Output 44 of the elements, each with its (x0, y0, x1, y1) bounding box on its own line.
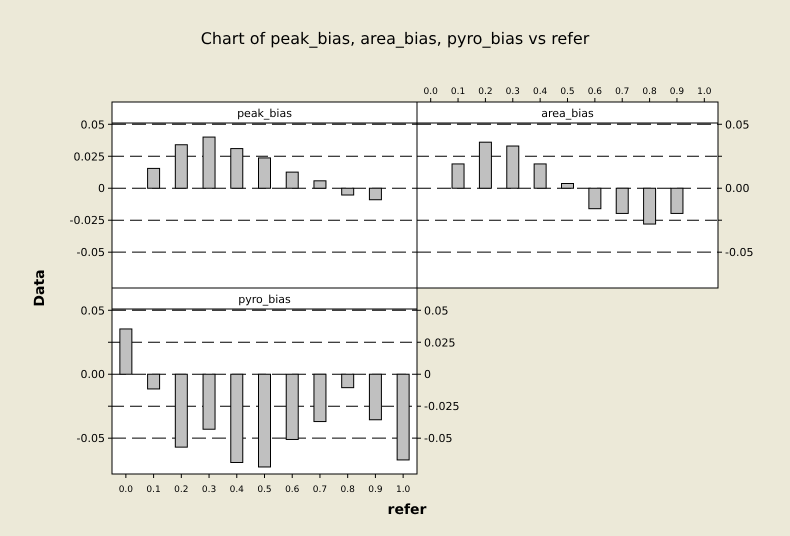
y-axis-title: Data (32, 269, 48, 307)
chart-title: Chart of peak_bias, area_bias, pyro_bias vs refer (200, 29, 590, 48)
y-tick-label: 0.05 (725, 118, 750, 132)
y-tick-label: 0.05 (80, 304, 105, 318)
x-tick-label: 0.5 (560, 87, 575, 97)
y-tick-label: -0.05 (725, 246, 754, 260)
y2-tick-label: -0.025 (424, 400, 460, 414)
x-tick-label: 1.0 (697, 87, 712, 97)
x-tick-label: 0.4 (230, 485, 244, 495)
y-tick-label: 0.05 (80, 118, 105, 132)
x-tick-label: 0.0 (424, 87, 438, 97)
x-tick-label: 0.9 (368, 485, 383, 495)
y2-tick-label: 0.05 (424, 304, 448, 318)
x-tick-label: 0.6 (588, 87, 602, 97)
y2-tick-label: 0 (424, 368, 431, 382)
x-tick-label: 0.8 (642, 87, 658, 97)
x-tick-label: 0.5 (257, 485, 272, 495)
x-tick-label: 0.3 (202, 485, 216, 495)
x-tick-label: 0.1 (450, 87, 466, 97)
y-tick-label: -0.05 (76, 246, 105, 260)
x-tick-label: 0.2 (174, 485, 188, 495)
x-tick-label: 0.8 (340, 485, 356, 495)
x-tick-label: 0.2 (478, 87, 493, 97)
y-tick-label: 0.00 (725, 182, 750, 196)
x-tick-label: 0.3 (506, 87, 520, 97)
text: area_bias (541, 107, 594, 120)
x-tick-label: 0.7 (312, 485, 328, 495)
x-tick-label: 0.9 (670, 87, 684, 97)
y-tick-label: 0.00 (80, 368, 105, 382)
x-tick-label: 1.0 (396, 485, 411, 495)
y-tick-label: -0.05 (76, 432, 105, 446)
text: peak_bias (237, 107, 292, 120)
x-tick-label: 0.0 (118, 485, 134, 495)
x-tick-label: 0.1 (146, 485, 161, 495)
x-tick-label: 0.4 (532, 87, 548, 97)
y-tick-label: -0.025 (70, 214, 105, 228)
x-tick-label: 0.6 (285, 485, 300, 495)
y2-tick-label: 0.025 (424, 336, 456, 350)
y-tick-label: 0.025 (74, 150, 105, 164)
x-tick-label: 0.7 (615, 87, 630, 97)
x-axis-title: refer (388, 502, 427, 518)
text: pyro_bias (238, 293, 292, 306)
y-tick-label: 0 (98, 182, 105, 196)
y2-tick-label: -0.05 (424, 432, 452, 446)
